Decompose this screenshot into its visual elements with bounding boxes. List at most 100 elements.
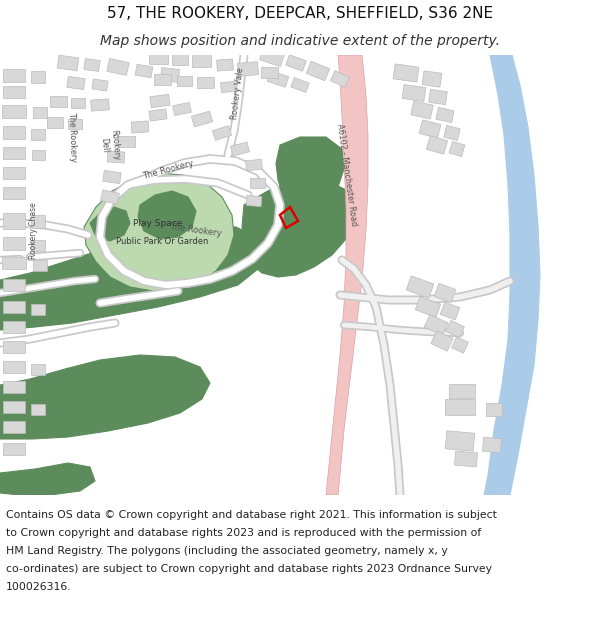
Bar	[424, 314, 448, 336]
Text: The Rookery: The Rookery	[169, 222, 223, 238]
Text: The Rookery: The Rookery	[142, 159, 194, 181]
Polygon shape	[0, 355, 210, 439]
Bar	[217, 59, 233, 71]
Text: Map shows position and indicative extent of the property.: Map shows position and indicative extent…	[100, 34, 500, 48]
Bar	[31, 304, 45, 314]
Bar	[3, 279, 25, 291]
Bar	[3, 301, 25, 313]
Bar	[291, 78, 309, 92]
Bar	[306, 61, 330, 81]
Polygon shape	[276, 137, 344, 203]
Bar	[131, 121, 149, 133]
Bar	[3, 401, 25, 413]
Text: Play Space: Play Space	[133, 219, 182, 228]
Polygon shape	[138, 191, 196, 239]
Bar	[3, 213, 25, 229]
Bar	[3, 341, 25, 353]
Bar	[3, 167, 25, 179]
Bar	[31, 214, 45, 228]
Bar	[245, 159, 262, 171]
Bar	[428, 89, 448, 104]
Bar	[422, 71, 442, 87]
Bar	[31, 364, 45, 374]
Bar	[71, 98, 85, 108]
Polygon shape	[326, 55, 368, 495]
Bar	[393, 64, 419, 82]
Bar	[2, 104, 26, 118]
Text: 57, THE ROOKERY, DEEPCAR, SHEFFIELD, S36 2NE: 57, THE ROOKERY, DEEPCAR, SHEFFIELD, S36…	[107, 6, 493, 21]
Bar	[135, 64, 153, 78]
Bar	[92, 79, 108, 91]
Bar	[250, 178, 265, 188]
Bar	[2, 257, 26, 269]
Bar	[419, 120, 441, 138]
Bar	[57, 55, 79, 71]
Bar	[154, 74, 170, 84]
Bar	[452, 337, 469, 353]
Bar	[107, 59, 129, 76]
Bar	[445, 399, 475, 415]
Bar	[101, 190, 119, 204]
Bar	[454, 451, 478, 467]
Bar	[246, 196, 262, 207]
Polygon shape	[244, 179, 348, 251]
Bar	[221, 81, 235, 92]
Bar	[260, 48, 284, 67]
Bar	[84, 59, 100, 71]
Text: co-ordinates) are subject to Crown copyright and database rights 2023 Ordnance S: co-ordinates) are subject to Crown copyr…	[6, 564, 492, 574]
Bar	[267, 71, 289, 87]
Polygon shape	[90, 207, 130, 241]
Bar	[192, 54, 212, 68]
Bar	[444, 126, 460, 141]
Bar	[411, 101, 433, 119]
Bar	[118, 136, 134, 146]
Bar	[197, 78, 215, 89]
Bar	[103, 171, 121, 184]
Bar	[3, 421, 25, 433]
Bar	[47, 116, 63, 128]
Bar	[91, 99, 109, 111]
Bar	[331, 71, 350, 88]
Text: Contains OS data © Crown copyright and database right 2021. This information is : Contains OS data © Crown copyright and d…	[6, 510, 497, 520]
Bar	[3, 69, 25, 81]
Bar	[33, 259, 47, 271]
Bar	[238, 62, 259, 76]
Text: HM Land Registry. The polygons (including the associated geometry, namely x, y: HM Land Registry. The polygons (includin…	[6, 546, 448, 556]
Polygon shape	[484, 55, 540, 495]
Bar	[445, 431, 475, 451]
Bar	[212, 126, 232, 141]
Bar	[107, 151, 125, 163]
Bar	[431, 331, 453, 351]
Bar	[3, 86, 25, 98]
Text: The Rookery: The Rookery	[67, 112, 77, 162]
Bar	[286, 55, 307, 71]
Bar	[173, 102, 191, 116]
Bar	[31, 71, 45, 83]
Bar	[3, 381, 25, 393]
Bar	[3, 321, 25, 333]
Bar	[436, 107, 454, 122]
Bar	[49, 96, 67, 106]
Bar	[230, 142, 250, 156]
Bar	[440, 302, 460, 320]
Text: Rookery
Dell: Rookery Dell	[99, 129, 121, 161]
Text: 100026316.: 100026316.	[6, 582, 71, 592]
Polygon shape	[0, 463, 95, 495]
Bar	[31, 239, 45, 251]
Text: Public Park Or Garden: Public Park Or Garden	[116, 238, 208, 246]
Bar	[406, 276, 434, 298]
Text: Rookery Chase: Rookery Chase	[29, 202, 37, 259]
Bar	[160, 68, 179, 82]
Bar	[486, 402, 502, 416]
Bar	[176, 76, 191, 86]
Bar	[68, 119, 82, 129]
Bar	[482, 438, 502, 452]
Text: Rookery Vale: Rookery Vale	[230, 66, 245, 119]
Bar	[31, 129, 45, 139]
Bar	[172, 54, 188, 64]
Bar	[149, 109, 167, 121]
Bar	[427, 136, 448, 154]
Polygon shape	[0, 227, 264, 330]
Bar	[150, 94, 170, 108]
Bar	[31, 404, 45, 414]
